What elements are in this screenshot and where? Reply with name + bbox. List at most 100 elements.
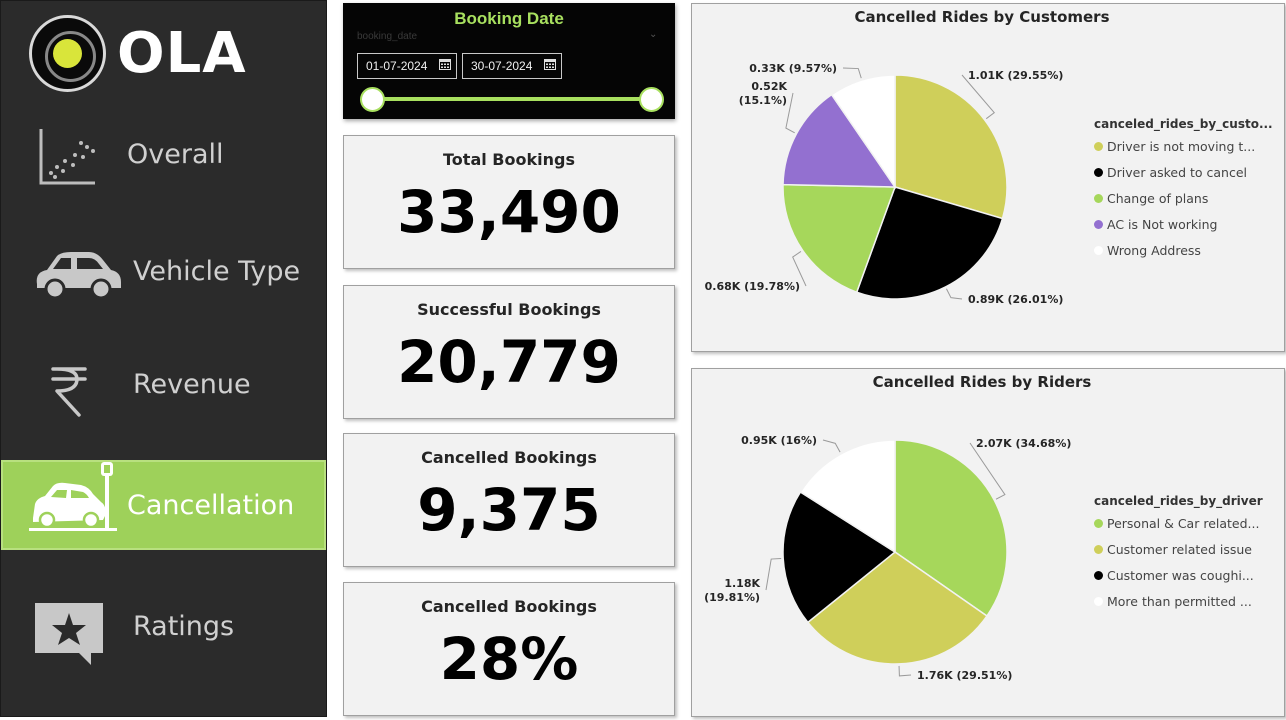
data-label-4: 0.33K (9.57%) [749, 62, 837, 75]
kpi-card-successful-bookings: Successful Bookings 20,779 [343, 285, 675, 419]
leader-line [792, 250, 807, 287]
legend-item[interactable]: Customer was coughi... [1094, 568, 1254, 583]
end-date-value: 30-07-2024 [471, 59, 533, 73]
legend-item[interactable]: Driver is not moving t... [1094, 139, 1255, 154]
data-label-2: 0.68K (19.78%) [705, 280, 800, 293]
cancelled-by-riders-chart: Cancelled Rides by Riders 2.07K (34.68%)… [691, 368, 1285, 717]
nav-label-vehicle-type: Vehicle Type [133, 256, 301, 287]
nav-label-ratings: Ratings [133, 611, 235, 642]
scatter-plot-icon [39, 129, 95, 185]
data-label-1: 0.89K (26.01%) [968, 293, 1063, 306]
legend-title: canceled_rides_by_driver [1094, 494, 1263, 508]
kpi-card-total-bookings: Total Bookings 33,490 [343, 135, 675, 269]
data-label-0: 1.01K (29.55%) [968, 69, 1063, 82]
date-range-end-handle[interactable] [639, 87, 664, 112]
leader-line [822, 439, 841, 453]
legend-label: Change of plans [1107, 191, 1209, 206]
kpi-value: 28% [439, 625, 579, 693]
legend-title: canceled_rides_by_custo... [1094, 117, 1273, 131]
kpi-value: 20,779 [397, 328, 621, 396]
legend-item[interactable]: Customer related issue [1094, 542, 1252, 557]
legend-item[interactable]: Change of plans [1094, 191, 1208, 206]
cancelled-by-customers-chart: Cancelled Rides by Customers 1.01K (29.5… [691, 3, 1285, 352]
kpi-title: Cancelled Bookings [421, 597, 597, 616]
kpi-value: 9,375 [417, 476, 601, 544]
legend-item[interactable]: Driver asked to cancel [1094, 165, 1247, 180]
end-date-input[interactable]: 30-07-2024 [462, 53, 562, 79]
leader-line [961, 74, 995, 120]
legend-label: Customer related issue [1107, 542, 1252, 557]
data-label-1: 1.76K (29.51%) [917, 669, 1012, 682]
pie-slice-1[interactable] [806, 551, 988, 665]
kpi-title: Total Bookings [443, 150, 575, 169]
legend-dot-icon [1094, 246, 1103, 255]
rupee-icon [51, 367, 87, 417]
leader-line [765, 557, 782, 591]
nav-item-overall[interactable]: Overall [1, 109, 326, 199]
legend-item[interactable]: AC is Not working [1094, 217, 1217, 232]
kpi-title: Successful Bookings [417, 300, 601, 319]
legend-item[interactable]: Wrong Address [1094, 243, 1201, 258]
nav-item-ratings[interactable]: Ratings [1, 581, 326, 671]
leader-line [842, 67, 862, 79]
kpi-value: 33,490 [397, 178, 621, 246]
calendar-icon[interactable] [544, 58, 556, 70]
pie-slice-2[interactable] [782, 490, 897, 624]
date-range-start-handle[interactable] [360, 87, 385, 112]
legend-label: Customer was coughi... [1107, 568, 1254, 583]
legend-dot-icon [1094, 194, 1103, 203]
calendar-icon[interactable] [439, 58, 451, 70]
nav-item-vehicle-type[interactable]: Vehicle Type [1, 226, 326, 316]
data-label-0: 2.07K (34.68%) [976, 437, 1071, 450]
start-date-value: 01-07-2024 [366, 59, 428, 73]
legend-dot-icon [1094, 545, 1103, 554]
legend-dot-icon [1094, 571, 1103, 580]
slicer-title: Booking Date [454, 9, 564, 28]
legend-label: Driver asked to cancel [1107, 165, 1248, 180]
pie-chart-svg: 2.07K (34.68%) 1.76K (29.51%) 1.18K (19.81%… [704, 434, 1071, 682]
pie-slice-3[interactable] [782, 93, 897, 188]
legend-item[interactable]: More than permitted ... [1094, 594, 1252, 609]
data-label-3: 0.95K (16%) [741, 434, 817, 447]
legend-label: Personal & Car related... [1107, 516, 1260, 531]
chart-title: Cancelled Rides by Riders [872, 373, 1092, 391]
leader-line [898, 665, 912, 677]
slicer-field-name: booking_date [357, 31, 418, 42]
legend-label: Wrong Address [1107, 243, 1201, 258]
legend-item[interactable]: Personal & Car related... [1094, 516, 1259, 531]
chart-title: Cancelled Rides by Customers [854, 8, 1110, 26]
chevron-down-icon[interactable]: ⌄ [649, 29, 658, 40]
legend-dot-icon [1094, 220, 1103, 229]
sidebar: OLA Overall Vehicle T [0, 0, 327, 717]
ola-logo-dot-icon [53, 39, 82, 68]
leader-line [969, 442, 1006, 500]
pie-chart-svg: 1.01K (29.55%) 0.89K (26.01%) 0.68K (19.78… [705, 62, 1064, 306]
nav-label-revenue: Revenue [133, 369, 251, 400]
pie-slice-4[interactable] [830, 74, 896, 190]
pie-slice-2[interactable] [782, 183, 897, 294]
legend-dot-icon [1094, 142, 1103, 151]
start-date-input[interactable]: 01-07-2024 [357, 53, 457, 79]
legend-label: More than permitted ... [1107, 594, 1252, 609]
ola-logo: OLA [29, 15, 279, 95]
kpi-card-cancelled-percent: Cancelled Bookings 28% [343, 582, 675, 716]
leader-line [945, 288, 963, 300]
car-icon [36, 252, 121, 300]
leader-line [785, 92, 795, 134]
nav-label-cancellation: Cancellation [127, 490, 295, 521]
booking-date-slicer: Booking Date booking_date ⌄ 01-07-2024 3… [343, 3, 675, 119]
pie-slice-1[interactable] [855, 186, 1004, 300]
pie-slice-3[interactable] [799, 439, 896, 554]
legend-dot-icon [1094, 597, 1103, 606]
kpi-title: Cancelled Bookings [421, 448, 597, 467]
data-label-2: 1.18K (19.81%) [704, 577, 760, 604]
brand-name: OLA [117, 21, 247, 86]
nav-item-revenue[interactable]: Revenue [1, 341, 326, 431]
pie-slice-0[interactable] [894, 74, 1008, 220]
legend-label: Driver is not moving t... [1107, 139, 1256, 154]
pie-slice-0[interactable] [894, 439, 1008, 618]
legend-dot-icon [1094, 168, 1103, 177]
nav-item-cancellation[interactable]: Cancellation [1, 460, 326, 550]
date-range-slider-track[interactable] [372, 97, 652, 101]
